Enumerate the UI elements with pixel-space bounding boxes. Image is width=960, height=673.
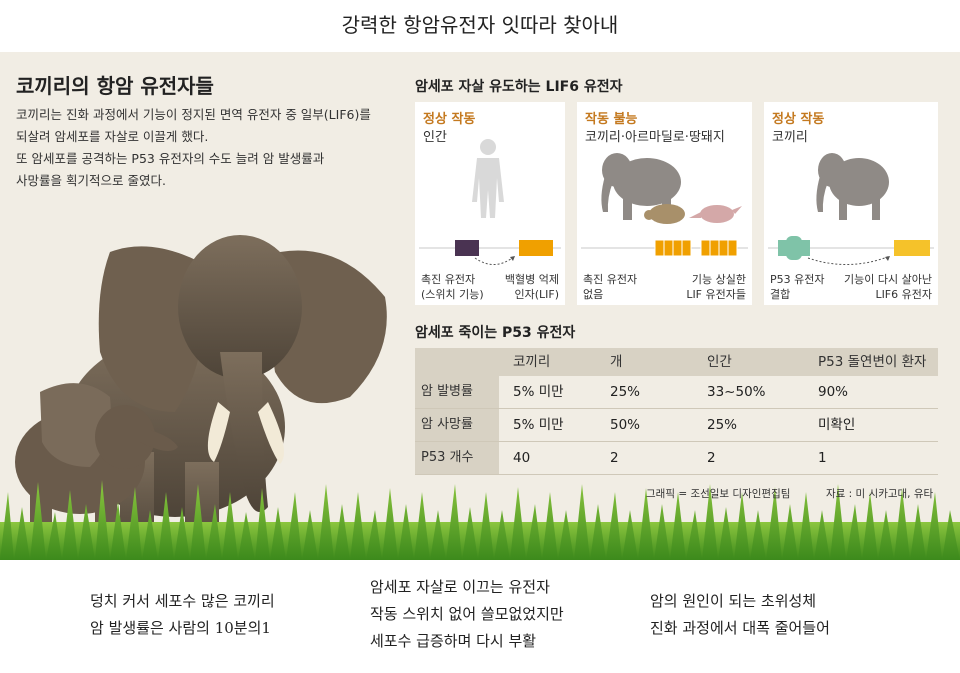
elephant-icon (816, 153, 889, 220)
desc-line: 또 암세포를 공격하는 P53 유전자의 수도 늘려 암 발생률과 (16, 151, 325, 166)
elephant-diagram (768, 153, 934, 265)
switch-gene-block (455, 240, 479, 256)
label-left: P53 유전자 결합 (770, 273, 825, 301)
human-silhouette-icon (472, 139, 504, 218)
table-cell: 2 (610, 450, 619, 466)
armadillo-icon (644, 204, 685, 224)
card-status: 정상 작동 (772, 112, 825, 127)
caption-2: 암세포 자살로 이끄는 유전자 작동 스위치 없어 쓸모없었지만 세포수 급증하며 … (370, 578, 564, 650)
p53-gene-bound (786, 236, 802, 260)
lif6-card-human: 정상 작동 인간 촉진 유전자 (스위치 기능) 백혈병 억제 인자(LIF) (415, 102, 565, 305)
table-cell: 33~50% (707, 384, 766, 400)
table-row: P53 개수 40 2 2 1 (415, 442, 938, 475)
elephants-grass-illustration (0, 235, 960, 560)
source-credit: 자료 : 미 시카고대, 유타 (826, 488, 934, 500)
left-title: 코끼리의 항암 유전자들 (16, 74, 214, 98)
column-header: 코끼리 (513, 354, 551, 370)
grass (0, 480, 960, 560)
label-right: 기능이 다시 살아난 LIF6 유전자 (844, 273, 932, 301)
table-cell: 5% 미만 (513, 417, 564, 433)
column-header: 인간 (707, 354, 732, 370)
table-cell: 25% (610, 384, 641, 400)
graphic-credit: 그래픽 = 조선일보 디자인편집팀 (646, 488, 791, 500)
column-header: 개 (610, 354, 623, 370)
human-diagram (419, 139, 561, 265)
aardvark-icon (689, 205, 742, 223)
table-cell: 1 (818, 450, 827, 466)
table-cell: 미확인 (818, 417, 856, 433)
card-subject: 코끼리·아르마딜로·땅돼지 (585, 130, 725, 145)
desc-line: 코끼리는 진화 과정에서 기능이 정지된 면역 유전자 중 일부(LIF6)를 (16, 107, 371, 122)
card-subject: 인간 (423, 130, 447, 145)
table-cell: 25% (707, 417, 738, 433)
lif-gene-block (519, 240, 553, 256)
nonfunctional-lif-genes (654, 239, 738, 257)
row-header: P53 개수 (415, 442, 499, 474)
table-row: 암 사망률 5% 미만 50% 25% 미확인 (415, 409, 938, 442)
elephant-icon (601, 153, 681, 220)
lif6-gene-block (894, 240, 930, 256)
p53-table: 코끼리 개 인간 P53 돌연변이 환자 암 발병률 5% 미만 25% 33~… (415, 348, 938, 475)
caption-1: 덩치 커서 세포수 많은 코끼리 암 발생률은 사람의 10분의1 (90, 592, 275, 637)
table-cell: 40 (513, 450, 531, 466)
table-cell: 5% 미만 (513, 384, 564, 400)
desc-line: 사망률을 획기적으로 줄였다. (16, 173, 166, 188)
lif6-card-nonfunctional: 작동 불능 코끼리·아르마딜로·땅돼지 촉진 유전자 없음 기능 상실한 LIF 유… (577, 102, 752, 305)
p53-section-title: 암세포 죽이는 P53 유전자 (415, 325, 576, 341)
label-left: 촉진 유전자 없음 (583, 273, 638, 301)
animals-diagram (581, 153, 748, 257)
left-description: 코끼리는 진화 과정에서 기능이 정지된 면역 유전자 중 일부(LIF6)를 … (16, 104, 416, 192)
lif6-section-title: 암세포 자살 유도하는 LIF6 유전자 (415, 79, 623, 95)
label-right: 기능 상실한 LIF 유전자들 (686, 273, 746, 301)
card-status: 정상 작동 (423, 112, 476, 127)
table-cell: 90% (818, 384, 849, 400)
caption-3: 암의 원인이 되는 초위성체 진화 과정에서 대폭 줄어들어 (650, 592, 830, 637)
row-header: 암 사망률 (415, 409, 499, 441)
table-header-row: 코끼리 개 인간 P53 돌연변이 환자 (415, 348, 938, 376)
lif6-card-elephant: 정상 작동 코끼리 P53 유전자 결합 기능이 다시 살아난 LIF6 유전자 (764, 102, 938, 305)
infographic-panel: 코끼리의 항암 유전자들 코끼리는 진화 과정에서 기능이 정지된 면역 유전자… (0, 52, 960, 560)
table-cell: 50% (610, 417, 641, 433)
card-status: 작동 불능 (585, 112, 638, 127)
desc-line: 되살려 암세포를 자살로 이끌게 했다. (16, 129, 209, 144)
label-right: 백혈병 억제 인자(LIF) (504, 273, 559, 301)
card-subject: 코끼리 (772, 130, 808, 145)
column-header: P53 돌연변이 환자 (818, 354, 927, 370)
page-title: 강력한 항암유전자 잇따라 찾아내 (341, 13, 619, 37)
captions-area: 덩치 커서 세포수 많은 코끼리 암 발생률은 사람의 10분의1 암세포 자살로… (0, 560, 960, 673)
label-left: 촉진 유전자 (스위치 기능) (421, 273, 484, 301)
table-row: 암 발병률 5% 미만 25% 33~50% 90% (415, 376, 938, 409)
row-header: 암 발병률 (415, 376, 499, 408)
table-cell: 2 (707, 450, 716, 466)
